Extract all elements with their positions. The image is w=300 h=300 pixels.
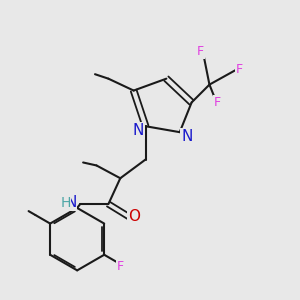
Text: O: O <box>128 209 140 224</box>
Text: F: F <box>213 96 220 109</box>
Text: N: N <box>133 123 144 138</box>
Text: F: F <box>197 45 204 58</box>
Text: F: F <box>236 63 243 76</box>
Text: N: N <box>181 129 193 144</box>
Text: F: F <box>117 260 124 273</box>
Text: N: N <box>65 195 76 210</box>
Text: H: H <box>60 196 70 210</box>
